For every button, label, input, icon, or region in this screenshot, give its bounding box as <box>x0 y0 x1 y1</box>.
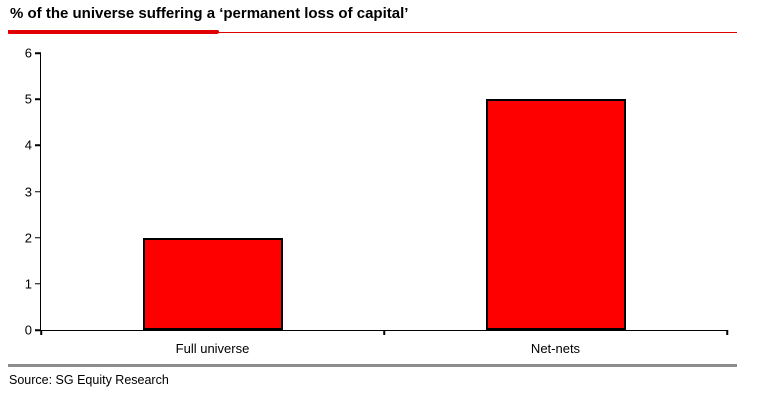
y-axis-tick-label: 3 <box>24 184 32 199</box>
y-axis-tick-mark <box>35 283 41 285</box>
y-axis-tick-label: 2 <box>24 230 32 246</box>
y-axis-tick-label: 0 <box>24 322 32 338</box>
chart-title: % of the universe suffering a ‘permanent… <box>10 5 409 22</box>
y-axis-tick-mark <box>35 236 41 239</box>
y-axis-tick-mark <box>35 329 41 331</box>
x-axis-tick-mark <box>40 330 42 335</box>
bar-net-nets <box>485 99 626 330</box>
x-axis-category-label: Full universe <box>175 341 250 356</box>
bar-full-universe <box>142 237 283 330</box>
x-axis-tick-mark <box>383 330 385 335</box>
y-axis-tick-mark <box>35 190 41 193</box>
header-rule-line <box>8 31 737 34</box>
y-axis-tick-label: 5 <box>24 91 32 107</box>
y-axis-tick-label: 4 <box>24 137 32 153</box>
y-axis-tick-mark <box>35 98 41 100</box>
plot-area: 0 1 2 3 4 5 6 Full universe Net-nets <box>25 47 728 356</box>
x-axis-category-label: Net-nets <box>530 341 581 356</box>
x-axis-tick-mark <box>726 330 728 335</box>
source-note: Source: SG Equity Research <box>9 373 169 387</box>
y-axis-tick-label: 1 <box>24 276 32 292</box>
y-axis-tick-mark <box>35 52 41 54</box>
y-axis-tick-label: 6 <box>24 45 32 61</box>
footer-divider <box>8 364 737 367</box>
y-axis-tick-mark <box>35 144 41 147</box>
